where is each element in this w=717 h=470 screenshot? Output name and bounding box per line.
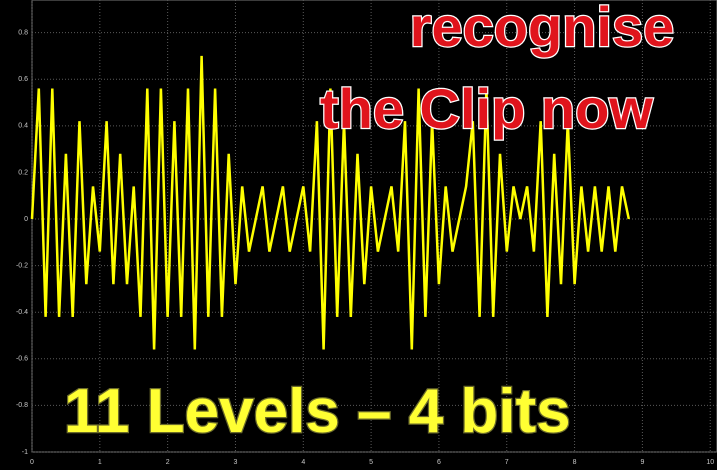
y-tick-label: -1 [22,449,28,456]
annotation: 11 Levels – 4 bits [64,377,571,446]
x-tick-label: 5 [369,459,373,466]
y-tick-label: -0.8 [16,402,28,409]
x-tick-label: 1 [98,459,102,466]
y-tick-label: 0 [24,216,28,223]
x-tick-label: 7 [505,459,509,466]
x-tick-label: 4 [301,459,305,466]
y-tick-label: 0.8 [18,29,28,36]
y-tick-label: -0.6 [16,356,28,363]
x-tick-label: 2 [166,459,170,466]
annotation: recognise [410,0,675,58]
x-tick-label: 3 [234,459,238,466]
x-tick-label: 6 [437,459,441,466]
annotation: the Clip now [320,77,653,140]
y-tick-label: 0.4 [18,123,28,130]
x-tick-label: 10 [706,459,714,466]
x-tick-label: 9 [640,459,644,466]
y-tick-label: 0.2 [18,169,28,176]
y-tick-label: 0.6 [18,76,28,83]
y-tick-label: -0.2 [16,262,28,269]
y-tick-label: -0.4 [16,309,28,316]
x-tick-label: 8 [573,459,577,466]
x-tick-label: 0 [30,459,34,466]
signal-line [30,55,631,350]
